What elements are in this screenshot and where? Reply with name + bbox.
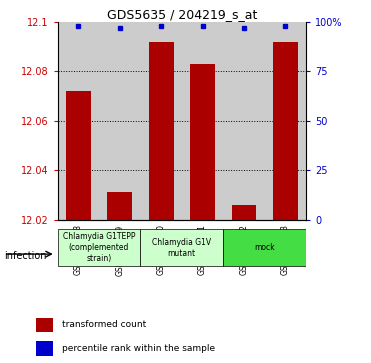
Text: Chlamydia G1TEPP
(complemented
strain): Chlamydia G1TEPP (complemented strain) — [63, 232, 135, 263]
Bar — [149, 41, 174, 220]
Bar — [58, 22, 99, 220]
Text: Chlamydia G1V
mutant: Chlamydia G1V mutant — [152, 238, 211, 258]
Text: transformed count: transformed count — [62, 321, 147, 329]
Text: percentile rank within the sample: percentile rank within the sample — [62, 344, 216, 353]
Bar — [36, 342, 53, 356]
Bar — [265, 22, 306, 220]
Bar — [66, 91, 91, 220]
Bar — [99, 22, 140, 220]
Bar — [140, 229, 223, 266]
Bar — [58, 229, 140, 266]
Title: GDS5635 / 204219_s_at: GDS5635 / 204219_s_at — [106, 8, 257, 21]
Bar — [182, 22, 223, 220]
Bar — [273, 41, 298, 220]
Bar — [190, 64, 215, 220]
Bar — [223, 229, 306, 266]
Bar — [232, 205, 256, 220]
Text: infection: infection — [4, 251, 46, 261]
Bar — [223, 22, 265, 220]
Bar — [140, 22, 182, 220]
Text: mock: mock — [255, 243, 275, 252]
Bar — [36, 318, 53, 332]
Bar — [107, 192, 132, 220]
